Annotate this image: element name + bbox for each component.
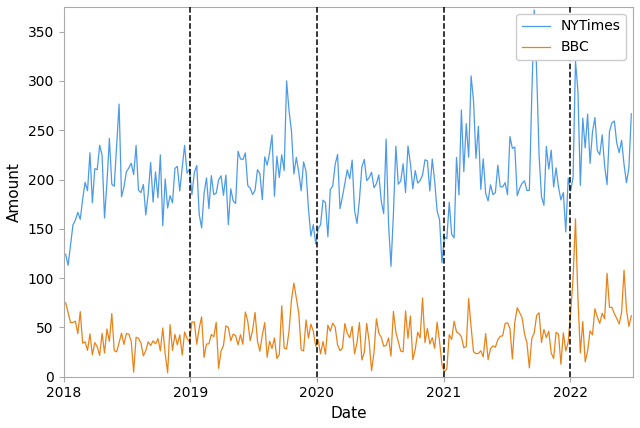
Legend: NYTimes, BBC: NYTimes, BBC: [516, 14, 626, 60]
Y-axis label: Amount: Amount: [7, 162, 22, 222]
Line: NYTimes: NYTimes: [66, 10, 631, 266]
X-axis label: Date: Date: [330, 406, 367, 421]
Line: BBC: BBC: [66, 219, 631, 373]
